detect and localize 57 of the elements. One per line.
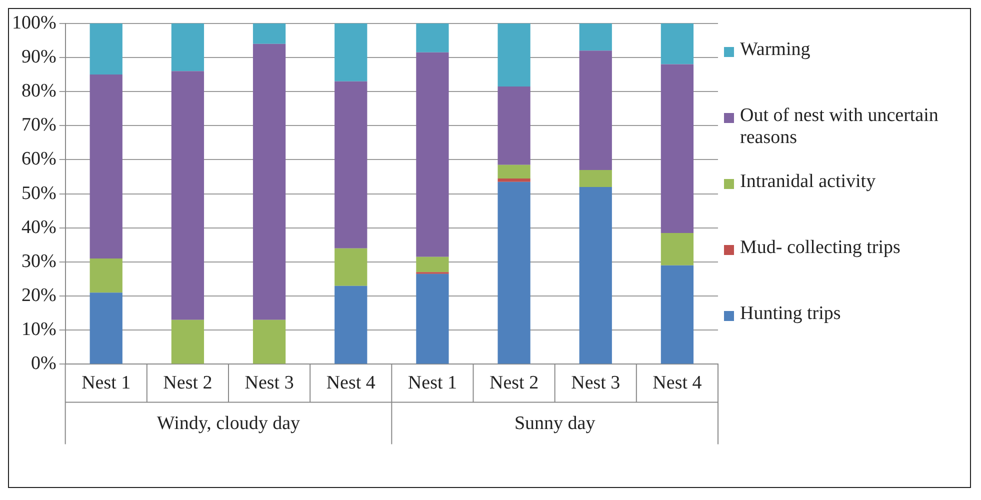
bar — [90, 74, 122, 259]
text: Windy, cloudy day — [156, 413, 301, 434]
x-tick-label: Nest 4 — [652, 372, 702, 394]
bar — [252, 44, 286, 320]
bar — [252, 320, 286, 364]
y-tick-label: 50% — [22, 182, 56, 204]
bar — [498, 86, 530, 165]
bar — [171, 23, 204, 72]
x-tick-label: Nest 1 — [408, 372, 457, 394]
y-tick-label: 30% — [22, 250, 56, 272]
x-tick-label: Nest 1 — [82, 372, 131, 394]
bar — [579, 50, 612, 170]
y-tick-label: 60% — [22, 148, 56, 170]
bar — [579, 23, 612, 51]
legend-label: Out of nest with uncertain reasons — [740, 105, 940, 149]
bar — [660, 23, 694, 64]
y-tick-label: 10% — [22, 319, 56, 340]
x-tick-label: Nest 4 — [326, 372, 376, 394]
bar — [334, 23, 368, 82]
bar — [498, 182, 530, 364]
bar — [660, 265, 694, 364]
bar — [579, 186, 612, 364]
legend-label: Warming — [740, 39, 810, 61]
bar — [660, 64, 694, 233]
x-tick-label: Nest 2 — [490, 372, 539, 394]
bar — [334, 286, 368, 364]
bar — [90, 258, 122, 293]
bar — [334, 81, 368, 248]
y-tick-label: 0% — [31, 353, 56, 374]
y-tick-label: 20% — [22, 285, 56, 306]
bar — [334, 248, 368, 286]
bar — [416, 52, 449, 257]
bar — [498, 23, 530, 86]
bar — [171, 320, 204, 364]
bar — [416, 274, 449, 364]
bar — [498, 178, 530, 182]
y-tick-label: 40% — [22, 216, 56, 238]
x-tick-label: Nest 2 — [163, 372, 212, 394]
bar — [171, 71, 204, 320]
bar — [90, 23, 122, 75]
legend-label: Hunting trips — [740, 303, 841, 325]
y-tick-label: 80% — [22, 80, 56, 102]
y-tick-label: 90% — [22, 46, 56, 68]
legend-label: Intranidal activity — [740, 171, 876, 193]
bar — [252, 23, 286, 44]
y-tick-label: 100% — [12, 12, 56, 34]
bar — [579, 170, 612, 187]
y-tick-label: 70% — [22, 114, 56, 136]
text: Sunny day — [514, 413, 596, 434]
legend-label: Mud- collecting trips — [740, 237, 900, 259]
bar — [660, 232, 694, 266]
bar — [416, 256, 449, 272]
bar — [416, 23, 449, 52]
bar — [90, 292, 122, 364]
bar — [498, 164, 530, 178]
x-tick-label: Nest 3 — [571, 372, 620, 394]
x-tick-label: Nest 3 — [244, 372, 294, 394]
